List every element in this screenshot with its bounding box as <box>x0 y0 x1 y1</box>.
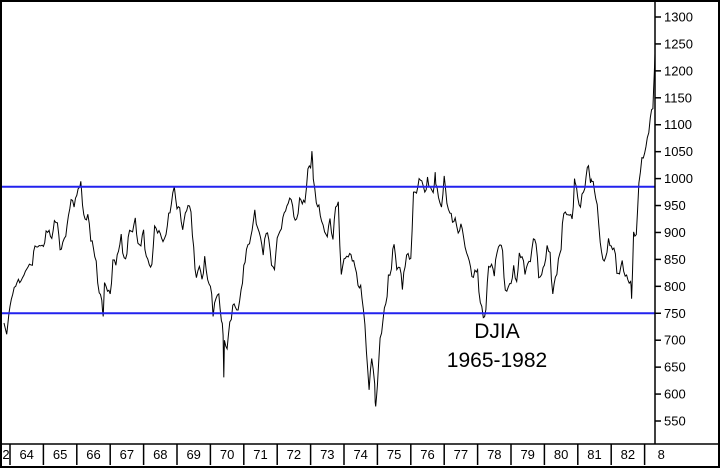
x-tick-label: 74 <box>353 447 367 462</box>
y-tick-label: 800 <box>664 279 686 294</box>
x-tick-label: 69 <box>186 447 200 462</box>
y-tick-label: 1000 <box>664 171 693 186</box>
y-tick-label: 850 <box>664 252 686 267</box>
y-tick-label: 1200 <box>664 63 693 78</box>
djia-price-polyline <box>3 44 655 407</box>
x-tick-label: 67 <box>120 447 134 462</box>
price-line-group <box>3 44 655 407</box>
y-tick-label: 600 <box>664 387 686 402</box>
x-tick-label: 64 <box>19 447 33 462</box>
x-axis: 2 64 65 66 67 68 69 70 71 72 73 74 75 76 77 78 79 80 81 82 8 <box>2 443 718 465</box>
y-tick-label: 950 <box>664 198 686 213</box>
x-tick-label: 82 <box>621 447 635 462</box>
x-tick-label: 71 <box>253 447 267 462</box>
y-tick-label: 1050 <box>664 144 693 159</box>
y-tick-label: 550 <box>664 414 686 429</box>
x-tick-label: 72 <box>287 447 301 462</box>
y-tick-label: 1300 <box>664 10 693 25</box>
x-tick-label: 79 <box>520 447 534 462</box>
x-tick-label: 81 <box>587 447 601 462</box>
x-tick-label: 78 <box>487 447 501 462</box>
y-tick-label: 700 <box>664 333 686 348</box>
x-tick-label: 65 <box>53 447 67 462</box>
x-tick-label: 75 <box>387 447 401 462</box>
x-tick-label: 73 <box>320 447 334 462</box>
x-tick-label: 70 <box>220 447 234 462</box>
y-tick-label: 1250 <box>664 36 693 51</box>
trading-range-lines <box>2 185 655 315</box>
annotation-date-range: 1965-1982 <box>447 349 547 372</box>
x-tick-label: 66 <box>86 447 100 462</box>
y-tick-label: 900 <box>664 225 686 240</box>
annotation-symbol: DJIA <box>474 320 520 343</box>
x-tick-label: 8 <box>658 447 665 462</box>
y-tick-label: 650 <box>664 360 686 375</box>
x-tick-label: 68 <box>153 447 167 462</box>
y-axis: 550 600 650 700 750 800 850 900 950 1000 1050 1100 1… <box>654 2 693 444</box>
x-tick-label: 77 <box>454 447 468 462</box>
x-tick-label: 76 <box>420 447 434 462</box>
y-tick-label: 1100 <box>664 117 692 132</box>
x-tick-label: 80 <box>554 447 568 462</box>
y-tick-label: 750 <box>664 306 686 321</box>
y-tick-label: 1150 <box>664 90 692 105</box>
x-tick-label: 2 <box>2 447 9 462</box>
